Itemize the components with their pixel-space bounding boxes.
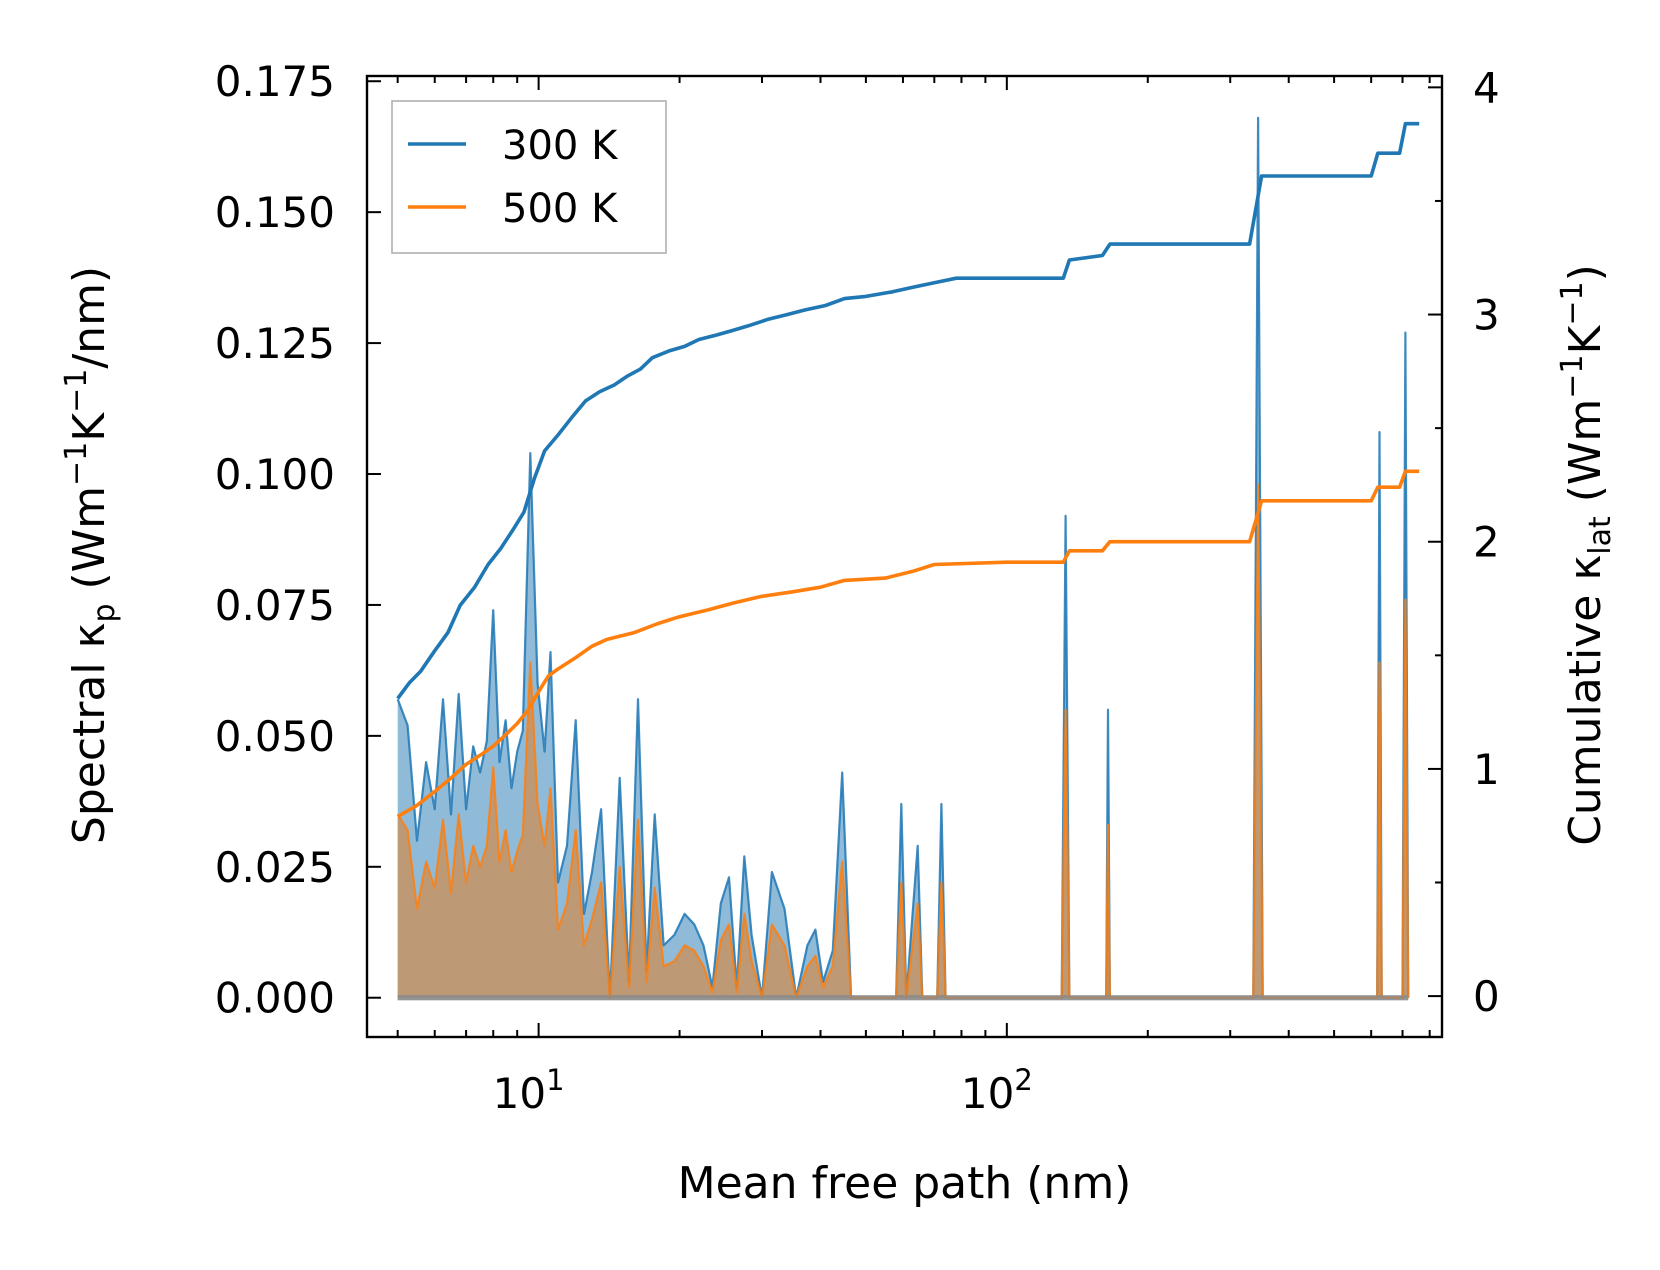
right-axis-label: Cumulative κlat (Wm−1K−1) (1555, 264, 1618, 846)
spectral-lines (396, 116, 1410, 1001)
left-tick-label: 0.125 (215, 319, 335, 368)
right-tick-label: 0 (1473, 972, 1500, 1021)
left-tick-label: 0.150 (215, 188, 335, 237)
right-tick-label: 3 (1473, 291, 1500, 340)
axes (365, 74, 1444, 1039)
right-tick-label: 4 (1473, 63, 1500, 112)
right-tick-label: 2 (1473, 518, 1500, 567)
spectral-line-300k (396, 116, 1410, 999)
spectral-fill-500k (397, 484, 1409, 998)
left-tick-label: 0.050 (215, 712, 335, 761)
x-tick-label: 101 (493, 1063, 565, 1118)
left-axis-label: Spectral κp (Wm−1K−1/nm) (59, 266, 122, 844)
x-axis-label: Mean free path (nm) (678, 1158, 1132, 1209)
cumulative-line-300k (396, 121, 1420, 700)
legend-label-300k: 300 K (502, 123, 619, 169)
legend: 300 K 500 K (391, 100, 667, 254)
axis-labels: 101 1020.0000.0250.0500.0750.1000.1250.15… (59, 57, 1618, 1209)
legend-label-500k: 500 K (502, 186, 619, 232)
left-tick-label: 0.025 (215, 843, 335, 892)
left-tick-label: 0.100 (215, 450, 335, 499)
left-tick-label: 0.000 (215, 974, 335, 1023)
legend-box (391, 100, 667, 254)
spectral-fills (397, 117, 1409, 998)
plot-frame (365, 74, 1444, 1039)
cumulative-line-500k (396, 469, 1420, 819)
x-tick-label: 102 (961, 1063, 1033, 1118)
cumulative-lines (396, 121, 1420, 819)
spectral-line-500k (396, 483, 1410, 999)
right-tick-label: 1 (1473, 745, 1500, 794)
left-tick-label: 0.075 (215, 581, 335, 630)
left-tick-label: 0.175 (215, 57, 335, 106)
